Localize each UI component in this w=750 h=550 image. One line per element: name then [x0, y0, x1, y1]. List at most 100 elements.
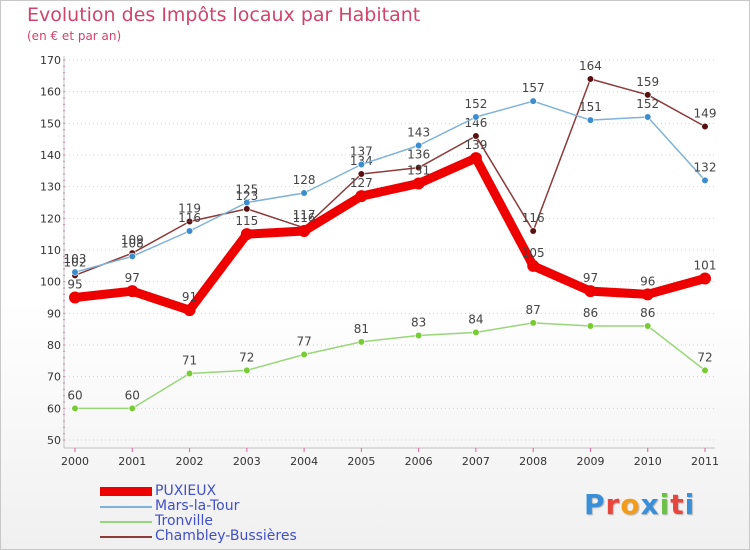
- data-label-puxieux: 105: [522, 246, 545, 260]
- y-tick-label: 70: [47, 371, 61, 384]
- x-tick-label: 2006: [405, 455, 433, 468]
- data-point-mars-la-tour: [128, 252, 136, 260]
- data-point-puxieux: [355, 190, 368, 203]
- data-point-tronville: [415, 331, 423, 340]
- data-point-mars-la-tour: [701, 176, 709, 184]
- data-label-mars-la-tour: 143: [407, 126, 430, 140]
- data-point-mars-la-tour: [529, 97, 537, 105]
- y-tick-label: 120: [40, 212, 61, 225]
- data-point-tronville: [185, 369, 194, 378]
- data-point-tronville: [529, 319, 537, 327]
- data-label-puxieux: 97: [583, 271, 598, 285]
- data-label-puxieux: 101: [694, 259, 717, 273]
- y-tick-label: 100: [40, 276, 61, 289]
- data-label-chambley-bussi-res: 123: [235, 189, 258, 203]
- data-label-mars-la-tour: 151: [579, 100, 602, 114]
- logo-letter: t: [670, 488, 685, 521]
- x-tick-label: 2002: [176, 455, 204, 468]
- logo-letter: P: [584, 488, 606, 521]
- data-point-tronville: [586, 322, 595, 330]
- y-tick-label: 90: [47, 307, 61, 320]
- y-tick-label: 130: [40, 181, 61, 194]
- data-point-chambley-bussi-res: [472, 132, 480, 140]
- data-label-chambley-bussi-res: 119: [178, 202, 201, 216]
- series-line-puxieux: [70, 153, 710, 315]
- data-label-tronville: 77: [296, 335, 311, 349]
- chart-subtitle: (en € et par an): [27, 29, 122, 43]
- data-label-puxieux: 95: [67, 278, 82, 292]
- data-label-puxieux: 127: [350, 176, 373, 190]
- data-point-mars-la-tour: [185, 227, 194, 235]
- logo-letter: i: [659, 488, 671, 521]
- data-point-mars-la-tour: [644, 113, 652, 121]
- series-line-chambley-bussi-res: [74, 78, 706, 277]
- chart-title: Evolution des Impôts locaux par Habitant: [27, 4, 421, 26]
- data-point-puxieux: [412, 177, 425, 190]
- data-label-mars-la-tour: 152: [464, 97, 487, 111]
- x-tick-label: 2000: [61, 455, 89, 468]
- data-point-tronville: [128, 404, 136, 412]
- legend-swatch-mars-la-tour: [100, 506, 152, 508]
- data-point-chambley-bussi-res: [243, 205, 251, 213]
- y-tick-label: 160: [40, 86, 61, 99]
- data-point-mars-la-tour: [71, 268, 79, 276]
- data-point-chambley-bussi-res: [644, 91, 652, 99]
- data-label-mars-la-tour: 152: [636, 97, 659, 111]
- data-point-mars-la-tour: [586, 116, 595, 124]
- logo-letter: i: [684, 488, 696, 521]
- logo-letter: o: [620, 488, 641, 521]
- x-tick-label: 2007: [462, 455, 490, 468]
- data-point-puxieux: [469, 152, 482, 165]
- data-label-tronville: 72: [239, 350, 254, 364]
- data-label-puxieux: 139: [464, 138, 487, 152]
- data-label-tronville: 60: [67, 388, 82, 402]
- x-tick-label: 2010: [634, 455, 662, 468]
- data-point-mars-la-tour: [472, 113, 480, 121]
- data-label-tronville: 71: [182, 354, 197, 368]
- data-label-tronville: 84: [468, 312, 483, 326]
- data-point-puxieux: [183, 304, 196, 317]
- x-tick-label: 2004: [290, 455, 318, 468]
- data-label-chambley-bussi-res: 109: [121, 233, 144, 247]
- data-label-puxieux: 97: [125, 271, 140, 285]
- legend-swatch-chambley-bussieres: [100, 536, 152, 538]
- series-line-mars-la-tour: [74, 100, 706, 273]
- x-tick-label: 2008: [519, 455, 547, 468]
- data-label-tronville: 83: [411, 316, 426, 330]
- data-label-chambley-bussi-res: 117: [293, 208, 316, 222]
- data-label-chambley-bussi-res: 116: [522, 211, 545, 225]
- logo-letter: r: [605, 488, 621, 521]
- x-tick-label: 2001: [118, 455, 146, 468]
- data-point-chambley-bussi-res: [586, 75, 595, 83]
- y-tick-label: 60: [47, 402, 61, 415]
- data-label-mars-la-tour: 132: [694, 160, 717, 174]
- data-point-tronville: [71, 404, 79, 412]
- data-label-puxieux: 115: [235, 214, 258, 228]
- data-point-tronville: [644, 322, 652, 330]
- y-tick-label: 140: [40, 149, 61, 162]
- x-tick-label: 2009: [576, 455, 604, 468]
- data-point-chambley-bussi-res: [415, 164, 423, 172]
- data-point-mars-la-tour: [300, 189, 308, 197]
- data-point-mars-la-tour: [415, 141, 423, 150]
- data-label-mars-la-tour: 128: [293, 173, 316, 187]
- data-label-puxieux: 91: [182, 290, 197, 304]
- data-point-chambley-bussi-res: [357, 170, 365, 178]
- data-label-mars-la-tour: 108: [121, 236, 144, 250]
- x-tick-label: 2003: [233, 455, 261, 468]
- data-label-mars-la-tour: 116: [178, 211, 201, 225]
- y-tick-label: 150: [40, 117, 61, 130]
- legend-swatch-tronville: [100, 521, 152, 523]
- data-point-puxieux: [240, 228, 253, 241]
- data-label-puxieux: 96: [640, 274, 655, 288]
- data-label-chambley-bussi-res: 159: [636, 75, 659, 89]
- data-point-tronville: [472, 328, 480, 336]
- y-tick-label: 110: [40, 244, 61, 257]
- y-tick-label: 50: [47, 434, 61, 447]
- data-label-puxieux: 116: [293, 211, 316, 225]
- y-tick-label: 80: [47, 339, 61, 352]
- legend-label-tronville: Tronville: [155, 513, 213, 529]
- data-point-puxieux: [641, 288, 654, 301]
- data-point-puxieux: [699, 272, 711, 285]
